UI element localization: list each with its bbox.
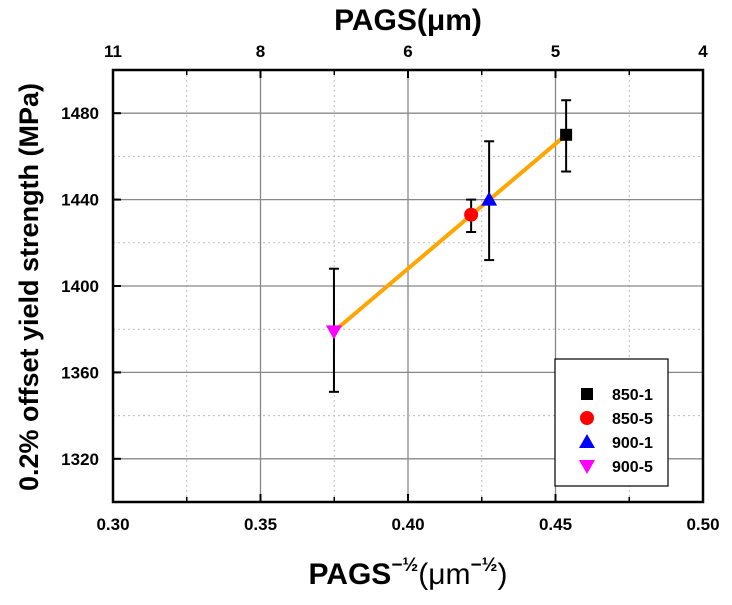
x-axis-label: PAGS−½(μm−½)	[309, 555, 508, 591]
x-label-unit: (μm	[418, 558, 470, 591]
x-label-close: )	[497, 558, 507, 591]
marker-triangle-down	[579, 460, 595, 474]
top-tick-label: 8	[256, 42, 265, 61]
y-tick-label: 1480	[61, 104, 99, 123]
legend-box	[554, 358, 669, 487]
top-tick-label: 6	[403, 42, 412, 61]
y-tick-label: 1320	[61, 450, 99, 469]
fit-line	[332, 133, 568, 333]
top-tick-label: 11	[104, 42, 122, 61]
top-tick-label: 5	[551, 42, 560, 61]
marker-triangle-up	[481, 191, 498, 206]
y-axis-label: 0.2% offset yield strength (MPa)	[14, 83, 44, 491]
y-tick-label: 1440	[61, 191, 99, 210]
top-axis-label: PAGS(μm)	[334, 4, 482, 37]
marker-square	[560, 128, 573, 141]
legend-label: 850-1	[612, 387, 653, 404]
x-tick-label: 0.45	[539, 515, 572, 534]
data-points	[325, 99, 573, 393]
x-tick-label: 0.40	[391, 515, 424, 534]
x-tick-label: 0.50	[686, 515, 719, 534]
x-tick-label: 0.30	[96, 515, 129, 534]
legend-label: 900-1	[612, 435, 653, 452]
marker-square	[581, 388, 593, 400]
marker-triangle-down	[325, 325, 342, 340]
grid	[112, 70, 704, 502]
x-tick-label: 0.35	[244, 515, 277, 534]
y-tick-label: 1400	[61, 277, 99, 296]
marker-triangle-up	[579, 434, 595, 448]
legend-label: 900-5	[612, 459, 653, 476]
x-label-exp2: −½	[471, 555, 498, 576]
top-tick-label: 4	[698, 42, 708, 61]
legend-label: 850-5	[612, 411, 653, 428]
legend: 850-1 850-5 900-1 900-5	[554, 358, 669, 487]
y-tick-label: 1360	[61, 363, 99, 382]
fit-line-group	[332, 133, 568, 333]
marker-circle	[464, 207, 479, 222]
ticks: 0.30 0.35 0.40 0.45 0.50 11 8 6 5 4 1320 1360 1400 14…	[61, 42, 719, 534]
x-label-exp1: −½	[391, 555, 418, 576]
marker-circle	[580, 411, 594, 425]
x-label-base: PAGS	[309, 558, 392, 591]
